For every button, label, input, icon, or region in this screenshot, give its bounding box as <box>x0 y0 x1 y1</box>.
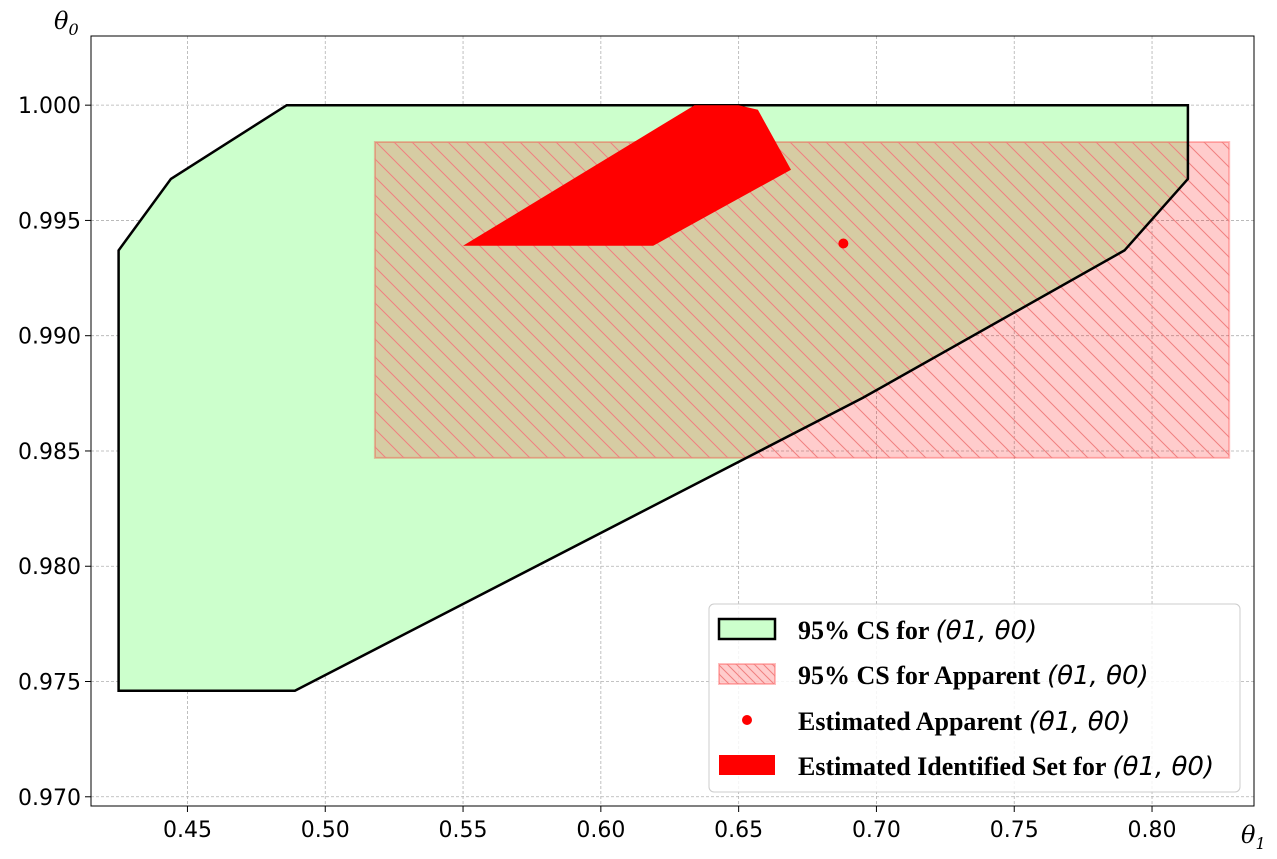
x-tick-label: 0.75 <box>990 818 1039 843</box>
legend-label-apparent-cs: 95% CS for Apparent (θ1, θ0) <box>798 661 1149 691</box>
legend-label-apparent-point: Estimated Apparent (θ1, θ0) <box>798 707 1130 737</box>
x-tick-label: 0.55 <box>439 818 488 843</box>
legend-marker-apparent-point <box>742 715 752 725</box>
legend-swatch-apparent-cs-hatch <box>719 664 775 684</box>
y-tick-label: 1.000 <box>18 94 81 119</box>
y-tick-label: 0.990 <box>18 325 81 350</box>
x-tick-label: 0.45 <box>163 818 212 843</box>
x-tick-label: 0.65 <box>714 818 763 843</box>
y-tick-label: 0.980 <box>18 555 81 580</box>
x-tick-label: 0.60 <box>576 818 625 843</box>
y-axis: 0.970 0.975 0.980 0.985 0.990 0.995 1.000 <box>18 94 91 811</box>
y-tick-label: 0.970 <box>18 786 81 811</box>
legend-swatch-identified-set <box>719 755 775 775</box>
y-tick-label: 0.995 <box>18 209 81 234</box>
legend-label-identified-set: Estimated Identified Set for (θ1, θ0) <box>798 752 1214 782</box>
x-tick-label: 0.80 <box>1128 818 1177 843</box>
x-axis: 0.45 0.50 0.55 0.60 0.65 0.70 0.75 0.80 <box>163 806 1177 843</box>
plot-frame <box>90 35 1255 807</box>
apparent-estimate-point <box>838 238 849 249</box>
x-tick-label: 0.70 <box>852 818 901 843</box>
x-axis-label: θ1 <box>1241 821 1266 853</box>
cs-region-outline <box>117 103 1190 692</box>
legend-label-cs: 95% CS for (θ1, θ0) <box>798 616 1037 646</box>
legend-swatch-cs <box>717 617 777 641</box>
y-tick-label: 0.975 <box>18 671 81 696</box>
x-tick-label: 0.50 <box>301 818 350 843</box>
identified-set-region <box>463 105 791 246</box>
y-tick-label: 0.985 <box>18 440 81 465</box>
y-axis-label: θ0 <box>54 7 79 39</box>
legend-box <box>708 603 1241 793</box>
legend: 95% CS for (θ1, θ0) 95% CS for Apparent … <box>708 603 1241 793</box>
apparent-cs-hatch <box>374 142 1230 458</box>
